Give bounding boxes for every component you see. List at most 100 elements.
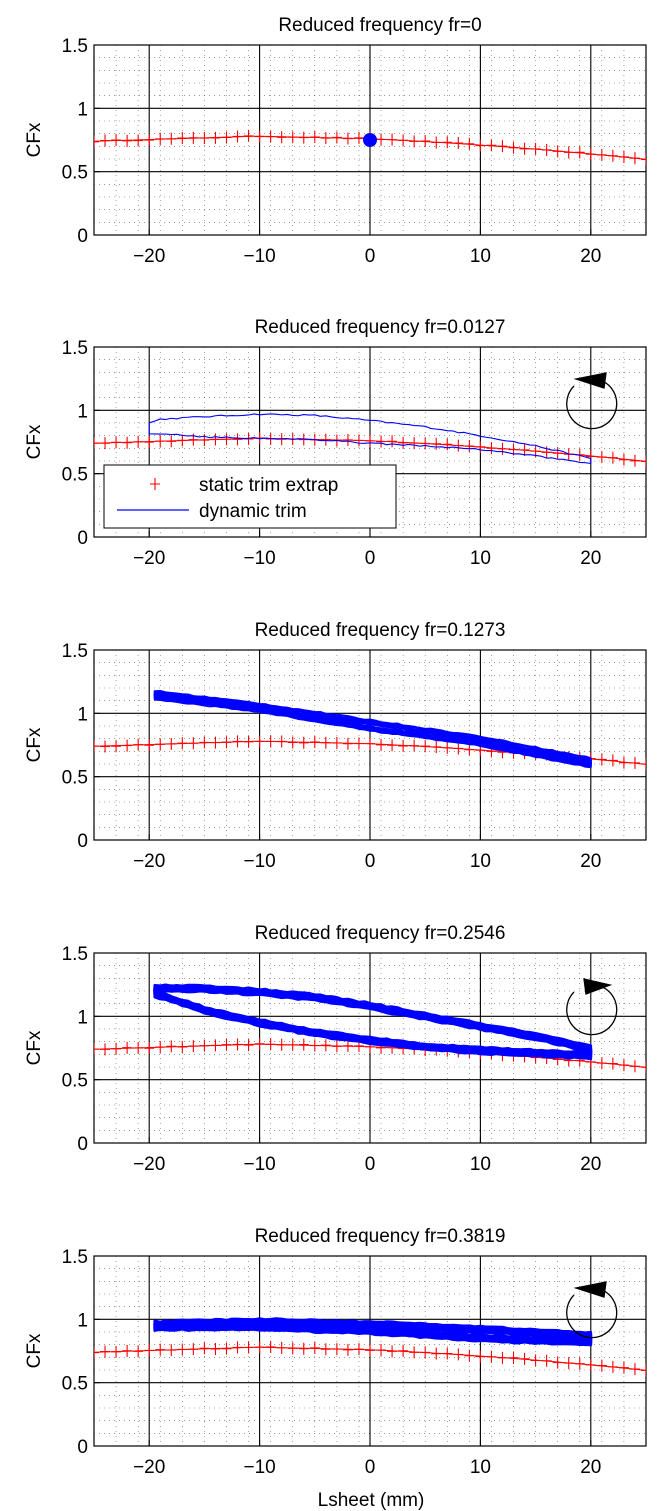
static-trim-marker: [111, 1042, 122, 1055]
static-trim-marker: [629, 152, 640, 165]
static-trim-marker: [243, 1341, 254, 1354]
static-trim-marker: [144, 134, 155, 147]
y-tick-label: 1: [77, 401, 88, 422]
y-tick-label: 0: [77, 831, 88, 852]
x-tick-label: −20: [133, 548, 165, 569]
static-trim-marker: [398, 436, 409, 449]
static-trim-marker: [353, 131, 364, 144]
x-tick-label: 20: [580, 1457, 601, 1478]
static-trim-marker: [111, 1345, 122, 1358]
static-trim-marker: [519, 142, 530, 155]
static-trim-marker: [376, 1344, 387, 1357]
plot-area: [94, 129, 646, 166]
static-trim-marker: [232, 130, 243, 143]
static-trim-marker: [166, 435, 177, 448]
rotation-arrow-icon: [566, 372, 618, 430]
x-tick-label: −20: [133, 1457, 165, 1478]
legend: static trim extrap dynamic trim: [103, 464, 397, 529]
static-trim-marker: [331, 1040, 342, 1053]
static-trim-marker: [453, 742, 464, 755]
static-trim-marker: [276, 131, 287, 144]
static-trim-marker: [210, 1039, 221, 1052]
static-trim-marker: [144, 1344, 155, 1357]
static-trim-marker: [287, 1038, 298, 1051]
static-trim-marker: [585, 148, 596, 161]
dynamic-trim-loop: [153, 689, 592, 765]
static-trim-marker: [144, 436, 155, 449]
x-tick-label: 20: [580, 548, 601, 569]
ticks: −20 −10 0 10 20 0 0.5 1 1.5: [62, 1247, 602, 1478]
static-trim-marker: [133, 134, 144, 147]
static-trim-marker: [309, 736, 320, 749]
static-trim-marker: [431, 1347, 442, 1360]
static-trim-marker: [431, 136, 442, 149]
static-trim-marker: [111, 740, 122, 753]
x-tick-label: 20: [580, 1154, 601, 1175]
dynamic-trim-loop: [148, 413, 592, 465]
static-trim-marker: [100, 740, 111, 753]
rotation-arrow-icon: [566, 978, 618, 1036]
y-tick-label: 0: [77, 528, 88, 549]
static-trim-marker: [431, 437, 442, 450]
chart-title: Reduced frequency fr=0.1273: [255, 620, 506, 641]
static-trim-marker: [199, 1039, 210, 1052]
static-trim-marker: [254, 130, 265, 143]
static-trim-marker: [210, 131, 221, 144]
static-trim-marker: [287, 736, 298, 749]
static-trim-marker: [166, 132, 177, 145]
static-trim-marker: [387, 739, 398, 752]
static-trim-marker: [199, 736, 210, 749]
static-trim-marker: [365, 737, 375, 750]
y-tick-label: 0.5: [62, 465, 88, 486]
static-trim-marker: [530, 1354, 541, 1367]
dynamic-trim-loop: [153, 1317, 593, 1341]
y-axis-label: CFx: [24, 1333, 45, 1368]
x-tick-label: 10: [470, 1457, 491, 1478]
static-trim-marker: [243, 735, 254, 748]
y-axis-label: CFx: [24, 1030, 45, 1065]
x-tick-label: −20: [133, 1154, 165, 1175]
static-trim-marker: [155, 435, 166, 448]
static-trim-marker: [221, 433, 232, 446]
static-trim-marker: [607, 149, 618, 162]
y-tick-label: 0.5: [62, 1071, 88, 1092]
y-axis-label: CFx: [24, 122, 45, 157]
static-trim-marker: [464, 440, 475, 453]
y-tick-label: 1.5: [62, 944, 88, 965]
static-trim-marker: [420, 740, 431, 753]
static-trim-marker: [409, 135, 420, 148]
static-trim-marker: [442, 1347, 453, 1360]
static-trim-marker: [342, 1039, 353, 1052]
static-trim-marker: [353, 434, 364, 447]
static-trim-marker: [298, 1342, 309, 1355]
static-trim-marker: [497, 140, 508, 153]
y-tick-label: 1.5: [62, 641, 88, 662]
y-tick-label: 0: [77, 226, 88, 247]
static-trim-marker: [574, 1357, 585, 1370]
static-trim-marker: [331, 736, 342, 749]
static-trim-marker: [133, 1041, 144, 1054]
static-trim-marker: [641, 455, 646, 468]
legend-static-marker: [150, 478, 160, 490]
static-trim-marker: [607, 451, 618, 464]
static-trim-marker: [188, 1343, 199, 1356]
y-axis-label: CFx: [24, 727, 45, 762]
static-trim-marker: [133, 1345, 144, 1358]
static-trim-marker: [607, 1057, 618, 1070]
y-tick-label: 1.5: [62, 1247, 88, 1268]
y-tick-label: 0: [77, 1134, 88, 1155]
x-tick-label: 10: [470, 851, 491, 872]
static-trim-marker: [541, 1354, 552, 1367]
y-tick-label: 1: [77, 704, 88, 725]
static-trim-marker: [541, 143, 552, 156]
y-tick-label: 0.5: [62, 163, 88, 184]
y-tick-label: 1: [77, 1007, 88, 1028]
static-trim-marker: [409, 437, 420, 450]
chart-panel-1: −20 −10 0 10 20 0 0.5 1 1.5 Reduced frequency fr=…: [24, 15, 647, 267]
static-trim-marker: [177, 1040, 188, 1053]
static-trim-marker: [420, 135, 431, 148]
static-trim-marker: [309, 1341, 320, 1354]
static-trim-marker: [100, 1043, 111, 1056]
static-trim-marker: [320, 433, 331, 446]
